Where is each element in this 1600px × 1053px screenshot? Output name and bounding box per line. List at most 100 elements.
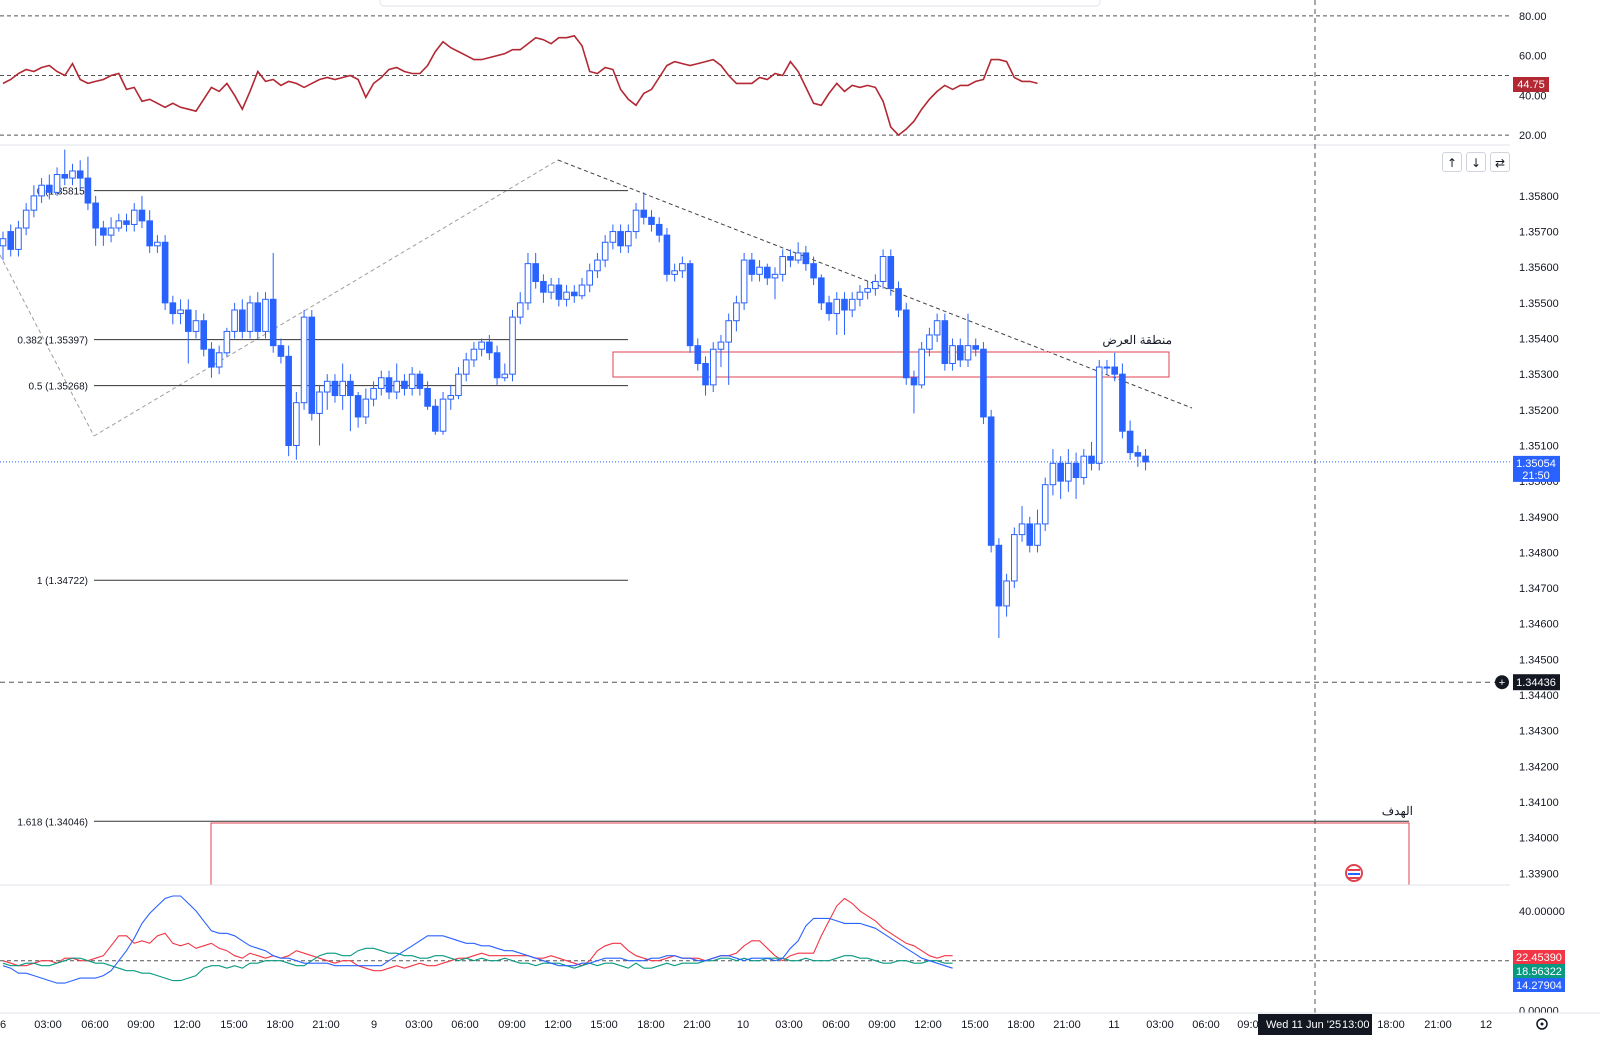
- candle-body: [439, 398, 447, 432]
- candle-body: [594, 259, 601, 272]
- price-axis-badges: 44.75 1.35054 21:50 + 1.34436 22.45390 18…: [1495, 77, 1565, 992]
- candle-body: [1034, 523, 1041, 546]
- candle-body: [748, 259, 756, 275]
- candle-body: [1065, 462, 1072, 482]
- candle-body: [679, 263, 686, 272]
- candle-body: [432, 405, 439, 432]
- candle-body: [995, 544, 1003, 607]
- candle-body: [478, 341, 485, 350]
- price-ticks: 1.35800 1.35700 1.35600 1.35500 1.35400 1.353…: [1519, 191, 1559, 880]
- candle-body: [7, 231, 15, 250]
- price-tick-label: 1.33900: [1519, 868, 1559, 880]
- crosshair-date-text: Wed 11 Jun '25: [1266, 1019, 1341, 1031]
- flag-icon[interactable]: [1345, 864, 1363, 882]
- candle-body: [887, 256, 895, 290]
- candle-body: [501, 373, 509, 379]
- price-tick-label: 1.35300: [1519, 369, 1559, 381]
- oscillator-bottom-line: [2, 897, 953, 972]
- candle-body: [38, 184, 45, 197]
- arrow-down-icon: ↓: [1470, 156, 1482, 170]
- candle-body: [570, 291, 578, 297]
- countdown-text: 21:50: [1522, 470, 1550, 482]
- candle-body: [524, 263, 532, 304]
- candle-body: [902, 309, 910, 379]
- oscillator-bottom-value-text: 22.45390: [1516, 952, 1562, 964]
- candle-body: [987, 416, 995, 546]
- price-axis-background: [1511, 0, 1600, 1013]
- price-tick-label: 1.35100: [1519, 440, 1559, 452]
- candle-body: [702, 362, 709, 386]
- settings-gear-icon[interactable]: [1536, 1018, 1548, 1030]
- candle-body: [84, 177, 92, 204]
- scroll-down-button[interactable]: ↓: [1466, 152, 1486, 172]
- price-axis[interactable]: 80.00 60.00 40.00 20.00 1.35800 1.35700 1.356…: [1495, 0, 1600, 1018]
- candle-body: [115, 220, 123, 229]
- price-tick-label: 1.34300: [1519, 726, 1559, 738]
- time-tick-label: 03:00: [34, 1019, 62, 1031]
- time-tick-label: 15:00: [961, 1019, 989, 1031]
- add-alert-icon[interactable]: +: [1495, 675, 1509, 690]
- crosshair-price-text: 1.34436: [1516, 677, 1556, 689]
- scroll-up-button[interactable]: ↑: [1442, 152, 1462, 172]
- candle-body: [1049, 462, 1057, 486]
- candle-body: [818, 277, 825, 304]
- price-tick-label: 1.35700: [1519, 227, 1559, 239]
- supply-zone-label: منطقة العرض: [1102, 333, 1172, 347]
- candle-body: [733, 302, 740, 322]
- candle-body: [1095, 366, 1103, 464]
- legend-strip: [379, 0, 1101, 7]
- candle-body: [300, 316, 308, 404]
- oscillator-top-series: [2, 34, 1038, 137]
- time-tick-label: 10: [737, 1019, 749, 1031]
- candle-body: [787, 256, 794, 261]
- candle-body: [671, 270, 678, 275]
- time-tick-label: 18:00: [1007, 1019, 1035, 1031]
- candle-body: [92, 202, 99, 229]
- candle-body: [169, 302, 177, 315]
- candle-body: [385, 377, 393, 393]
- candle-body: [416, 373, 424, 389]
- candle-body: [864, 288, 871, 293]
- time-tick-label: 06:00: [81, 1019, 109, 1031]
- candle-body: [1142, 455, 1149, 463]
- candle-body: [532, 263, 539, 282]
- candle-body: [895, 288, 902, 311]
- candle-body: [926, 334, 933, 350]
- candle-body: [161, 241, 169, 304]
- time-tick-label: 21:00: [1053, 1019, 1081, 1031]
- candle-body: [655, 223, 663, 236]
- candle-body: [231, 309, 238, 332]
- fibonacci-retracement: 0 (1.35815) 0.382 (1.35397) 0.5 (1.35268) 1…: [17, 187, 1409, 828]
- candle-body: [1072, 462, 1080, 479]
- fib-trend-line-up: [93, 159, 559, 437]
- candle-body: [717, 341, 725, 350]
- oscillator-bottom-value-text: 14.27904: [1516, 980, 1562, 992]
- time-tick-label: 21:00: [312, 1019, 340, 1031]
- candle-body: [470, 348, 478, 361]
- time-tick-label: 18:00: [266, 1019, 294, 1031]
- candle-body: [401, 380, 408, 389]
- time-axis[interactable]: 6 03:00 06:00 09:00 12:00 15:00 18:00 21:00 9 03:…: [0, 1012, 1600, 1053]
- candle-body: [833, 298, 841, 315]
- candle-body: [910, 377, 918, 386]
- candle-body: [254, 302, 262, 332]
- candle-body: [756, 266, 763, 275]
- candle-body: [1126, 430, 1134, 454]
- candle-body: [1003, 580, 1010, 607]
- time-tick-label: 9: [371, 1019, 377, 1031]
- candle-body: [0, 238, 7, 247]
- candle-body: [972, 345, 980, 350]
- oscillator-top-tick-label: 20.00: [1519, 130, 1547, 142]
- price-tick-label: 1.34100: [1519, 797, 1559, 809]
- time-tick-label: 11: [1108, 1019, 1119, 1031]
- candle-body: [617, 231, 624, 247]
- toggle-panel-button[interactable]: ⇄: [1490, 152, 1510, 172]
- candle-body: [246, 302, 254, 332]
- candle-body: [123, 220, 130, 225]
- time-tick-label: 21:00: [683, 1019, 711, 1031]
- candle-body: [601, 241, 609, 261]
- price-tick-label: 1.35800: [1519, 191, 1559, 203]
- oscillator-top-ticks: 80.00 60.00 40.00 20.00: [1519, 11, 1547, 142]
- candle-body: [964, 345, 972, 361]
